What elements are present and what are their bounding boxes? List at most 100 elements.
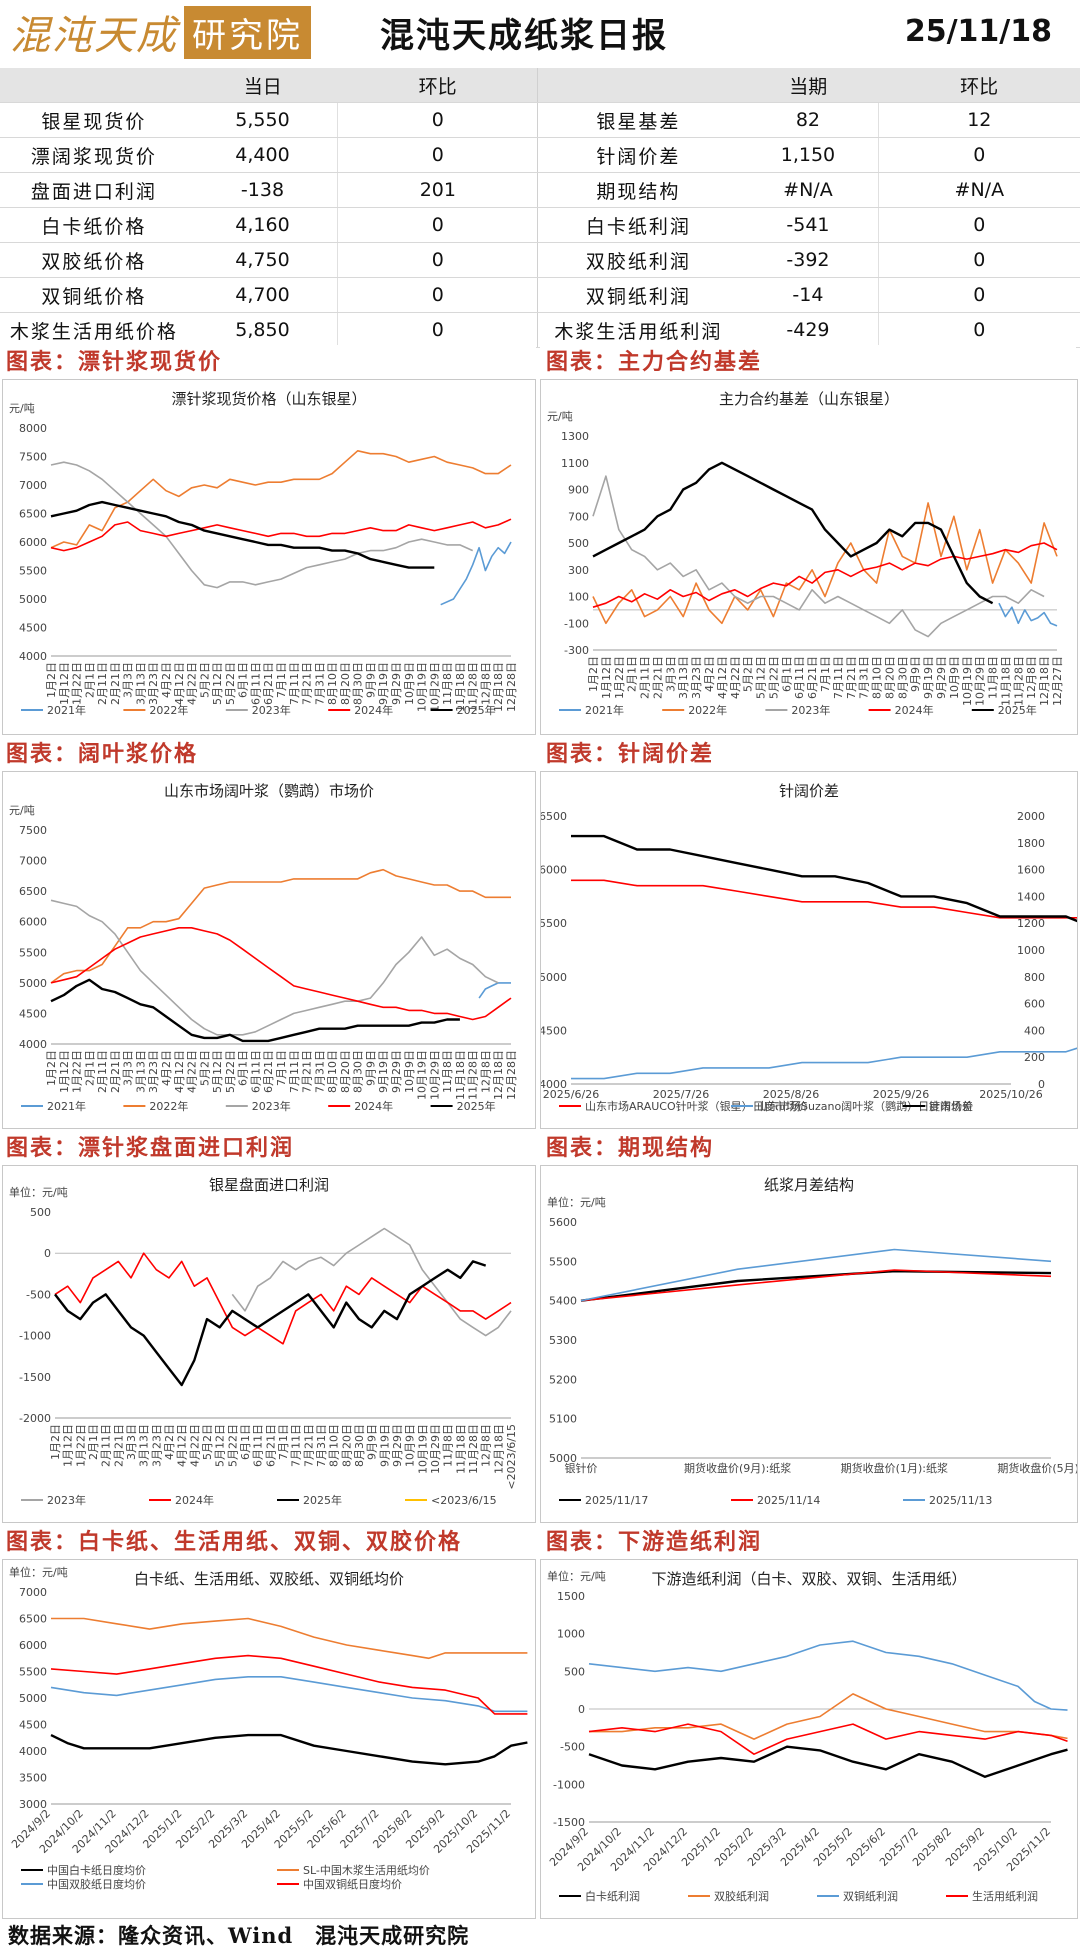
x-tick-label: 3月23日 xyxy=(150,1424,163,1467)
series-line xyxy=(592,475,1045,638)
x-tick-label: 2025/10/26 xyxy=(979,1088,1042,1101)
y-tick-label: -500 xyxy=(560,1741,585,1754)
summary-header-change-right: 环比 xyxy=(878,68,1080,103)
x-tick-label: 4月12日 xyxy=(176,1424,189,1467)
chart-title: 针阔价差 xyxy=(779,782,839,800)
chart-panel-8: 下游造纸利润（白卡、双胶、双铜、生活用纸） 单位：元/吨 -1500 -1000 -50… xyxy=(540,1559,1078,1919)
y2-tick-label: 400 xyxy=(1024,1024,1045,1037)
chart-title: 下游造纸利润（白卡、双胶、双铜、生活用纸） xyxy=(651,1570,966,1588)
summary-value-left: -138 xyxy=(187,172,339,208)
x-tick-label: 8月20日 xyxy=(339,1050,352,1093)
series-line xyxy=(589,1693,1068,1740)
x-tick-label: 4月2日 xyxy=(163,1424,176,1460)
summary-change-left: 0 xyxy=(337,312,539,348)
summary-change-left: 0 xyxy=(337,207,539,243)
series-line xyxy=(54,1252,512,1345)
y2-tick-label: 1400 xyxy=(1017,890,1045,903)
x-tick-label: 4月12日 xyxy=(173,1050,186,1093)
series-line xyxy=(50,1676,528,1713)
summary-label-left: 双胶纸价格 xyxy=(0,242,188,278)
summary-change-left: 0 xyxy=(337,242,539,278)
x-tick-label: 10月29日 xyxy=(974,656,987,706)
y-tick-label: 5400 xyxy=(549,1295,577,1308)
x-tick-label: 12月8日 xyxy=(479,662,492,705)
x-tick-label: 8月10日 xyxy=(328,1424,341,1467)
x-tick-label: 3月3日 xyxy=(664,656,677,692)
section-title-1: 图表：漂针浆现货价 xyxy=(0,345,536,379)
x-tick-label: 4月2日 xyxy=(160,1050,173,1086)
x-tick-label: 11月18日 xyxy=(999,656,1012,706)
x-tick-label: 10月19日 xyxy=(416,1424,429,1474)
series-line xyxy=(50,868,511,984)
x-tick-label: 2025/6/26 xyxy=(543,1088,599,1101)
x-tick-label: 6月21日 xyxy=(806,656,819,699)
summary-header-current-left: 当日 xyxy=(187,68,338,103)
x-tick-label: 3月23日 xyxy=(147,1050,160,1093)
summary-change-left: 0 xyxy=(337,102,539,138)
chart-softwood-hardwood-spread: 针阔价差 4000 4500 5000 5500 6000 6500 0 200 400 600 80… xyxy=(541,782,1077,1113)
summary-label-left: 双铜纸价格 xyxy=(0,277,188,313)
chart-panel-2: 主力合约基差（山东银星） 元/吨 -300 -100 100 300 500 700 900 11… xyxy=(540,379,1078,735)
x-tick-label: 9月9日 xyxy=(364,1050,377,1086)
x-tick-label: 6月21日 xyxy=(262,662,275,705)
legend-label: 2025年 xyxy=(303,1493,342,1507)
x-tick-label: 5月12日 xyxy=(214,1424,227,1467)
x-tick-label: 9月29日 xyxy=(390,1050,403,1093)
logo: 混沌天成 研究院 xyxy=(10,5,311,59)
x-tick-label: 4月22日 xyxy=(729,656,742,699)
footer-source: 数据来源：隆众资讯、Wind 混沌天成研究院 xyxy=(0,1920,1080,1952)
x-tick-label: 2025/8/26 xyxy=(763,1088,819,1101)
y-tick-label: 5500 xyxy=(19,1666,47,1679)
x-tick-label: 12月18日 xyxy=(1038,656,1051,706)
chart-title: 白卡纸、生活用纸、双胶纸、双铜纸均价 xyxy=(134,1570,404,1588)
summary-value-left: 5,850 xyxy=(187,312,339,348)
series-line xyxy=(50,1733,528,1766)
series-line xyxy=(50,518,512,552)
series-line xyxy=(592,461,994,605)
series-line xyxy=(50,500,435,569)
x-tick-label: 9月29日 xyxy=(935,656,948,699)
x-tick-label: 5月22日 xyxy=(767,656,780,699)
legend-label: 2023年 xyxy=(252,1099,291,1113)
y-tick-label: -1500 xyxy=(19,1371,51,1384)
summary-value-left: 4,400 xyxy=(187,137,339,173)
x-tick-label: 9月29日 xyxy=(391,1424,404,1467)
summary-row: 双胶纸价格 4,750 0 双胶纸利润 -392 0 xyxy=(0,242,1080,278)
summary-label-left: 盘面进口利润 xyxy=(0,172,188,208)
x-tick-label: 10月9日 xyxy=(404,1424,417,1467)
y-unit-label: 单位：元/吨 xyxy=(9,1185,68,1199)
y-tick-label: 4500 xyxy=(19,622,47,635)
x-tick-label: 6月11日 xyxy=(249,662,262,705)
header: 混沌天成 研究院 混沌天成纸浆日报 25/11/18 xyxy=(0,0,1080,66)
x-tick-label: 8月20日 xyxy=(340,1424,353,1467)
y2-tick-label: 0 xyxy=(1038,1078,1045,1091)
summary-value-right: -392 xyxy=(738,242,879,278)
y-tick-label: 6500 xyxy=(541,810,567,823)
x-tick-label: 11月8日 xyxy=(987,656,1000,699)
x-tick-label: 3月3日 xyxy=(125,1424,138,1460)
y-tick-label: 6500 xyxy=(19,508,47,521)
summary-change-left: 0 xyxy=(337,277,539,313)
y2-tick-label: 1800 xyxy=(1017,837,1045,850)
x-tick-label: 6月21日 xyxy=(264,1424,277,1467)
series-line xyxy=(998,602,1058,627)
y2-tick-label: 200 xyxy=(1024,1051,1045,1064)
x-tick-label: 8月10日 xyxy=(326,662,339,705)
x-tick-label: 3月23日 xyxy=(690,656,703,699)
y-tick-label: 5100 xyxy=(549,1413,577,1426)
summary-change-left: 201 xyxy=(337,172,539,208)
y-unit-label: 元/吨 xyxy=(9,402,35,415)
legend-label: 2023年 xyxy=(252,703,291,717)
section-title-5: 图表：漂针浆盘面进口利润 xyxy=(0,1131,536,1165)
x-tick-label: 2月21日 xyxy=(109,1050,122,1093)
legend-label: SL-中国木浆生活用纸均价 xyxy=(303,1863,430,1877)
chart-paper-prices: 白卡纸、生活用纸、双胶纸、双铜纸均价 单位：元/吨 3000 3500 4000 4500… xyxy=(9,1565,528,1891)
x-tick-label: 12月27日 xyxy=(1051,656,1064,706)
x-tick-label: 2月1日 xyxy=(83,1050,96,1086)
summary-value-right: 1,150 xyxy=(738,137,879,173)
x-tick-label: 8月30日 xyxy=(896,656,909,699)
x-tick-label: 7月1日 xyxy=(275,662,288,698)
x-tick-label: 5月12日 xyxy=(755,656,768,699)
x-tick-label: 7月21日 xyxy=(301,662,314,705)
